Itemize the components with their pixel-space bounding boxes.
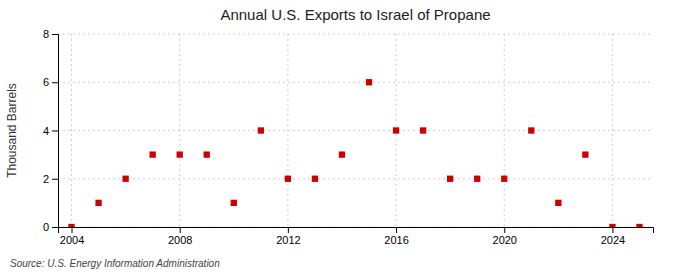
tick-mark <box>612 227 613 233</box>
point <box>339 151 345 157</box>
point <box>636 224 642 227</box>
grid-line <box>612 34 613 227</box>
tick-label: 4 <box>43 125 49 137</box>
point <box>258 127 264 133</box>
point <box>231 200 237 206</box>
tick: 2024 <box>601 227 625 246</box>
y-axis: 0 2 4 6 8 <box>43 28 59 233</box>
tick-mark <box>52 34 58 35</box>
grid <box>58 34 653 227</box>
point <box>366 79 372 85</box>
tick-label: 2012 <box>276 234 300 246</box>
tick-mark <box>396 227 397 233</box>
tick-label: 6 <box>43 76 49 88</box>
axis-line <box>52 35 59 228</box>
tick: 0 <box>43 221 58 233</box>
point <box>95 200 101 206</box>
tick-mark <box>52 82 58 83</box>
grid-line <box>58 130 653 131</box>
point <box>122 176 128 182</box>
tick: 2016 <box>384 227 408 246</box>
tick: 8 <box>43 28 58 40</box>
axis-line <box>59 228 654 234</box>
tick: 2020 <box>493 227 517 246</box>
point <box>68 224 74 227</box>
point <box>555 200 561 206</box>
tick: 2008 <box>168 227 192 246</box>
tick-mark <box>72 227 73 233</box>
point <box>501 176 507 182</box>
tick-label: 2 <box>43 173 49 185</box>
source-note: Source: U.S. Energy Information Administ… <box>10 258 220 269</box>
points <box>68 79 642 227</box>
point <box>582 151 588 157</box>
tick: 2012 <box>276 227 300 246</box>
point <box>474 176 480 182</box>
point <box>149 151 155 157</box>
tick-label: 2008 <box>168 234 192 246</box>
point <box>420 127 426 133</box>
tick: 2 <box>43 173 58 185</box>
tick-label: 8 <box>43 28 49 40</box>
grid-line <box>58 178 653 179</box>
tick-mark <box>52 131 58 132</box>
tick-label: 2024 <box>601 234 625 246</box>
tick-label: 0 <box>43 221 49 233</box>
tick: 2004 <box>60 227 84 246</box>
tick-mark <box>52 227 58 228</box>
grid-line <box>58 34 653 35</box>
point <box>285 176 291 182</box>
tick-mark <box>504 227 505 233</box>
point <box>528 127 534 133</box>
point <box>447 176 453 182</box>
tick-mark <box>180 227 181 233</box>
tick-label: 2004 <box>60 234 84 246</box>
grid-line <box>504 34 505 227</box>
title: Annual U.S. Exports to Israel of Propane <box>220 6 490 23</box>
chart: 2004 2008 2012 2016 2020 2024 0 2 4 6 8 Annual U.S.… <box>0 0 675 275</box>
point <box>177 151 183 157</box>
tick-label: 2016 <box>384 234 408 246</box>
x-axis: 2004 2008 2012 2016 2020 2024 <box>59 227 654 246</box>
plot-area: 2004 2008 2012 2016 2020 2024 0 2 4 6 8 <box>43 28 654 246</box>
point <box>393 127 399 133</box>
grid-line <box>287 34 288 227</box>
point <box>204 151 210 157</box>
tick: 6 <box>43 76 58 88</box>
y-axis-label: Thousand Barrels <box>5 83 19 178</box>
tick: 4 <box>43 125 58 137</box>
grid-line <box>58 82 653 83</box>
tick-label: 2020 <box>493 234 517 246</box>
point <box>609 224 615 227</box>
point <box>312 176 318 182</box>
tick-mark <box>52 179 58 180</box>
tick-mark <box>288 227 289 233</box>
grid-line <box>179 34 180 227</box>
grid-line <box>71 34 72 227</box>
